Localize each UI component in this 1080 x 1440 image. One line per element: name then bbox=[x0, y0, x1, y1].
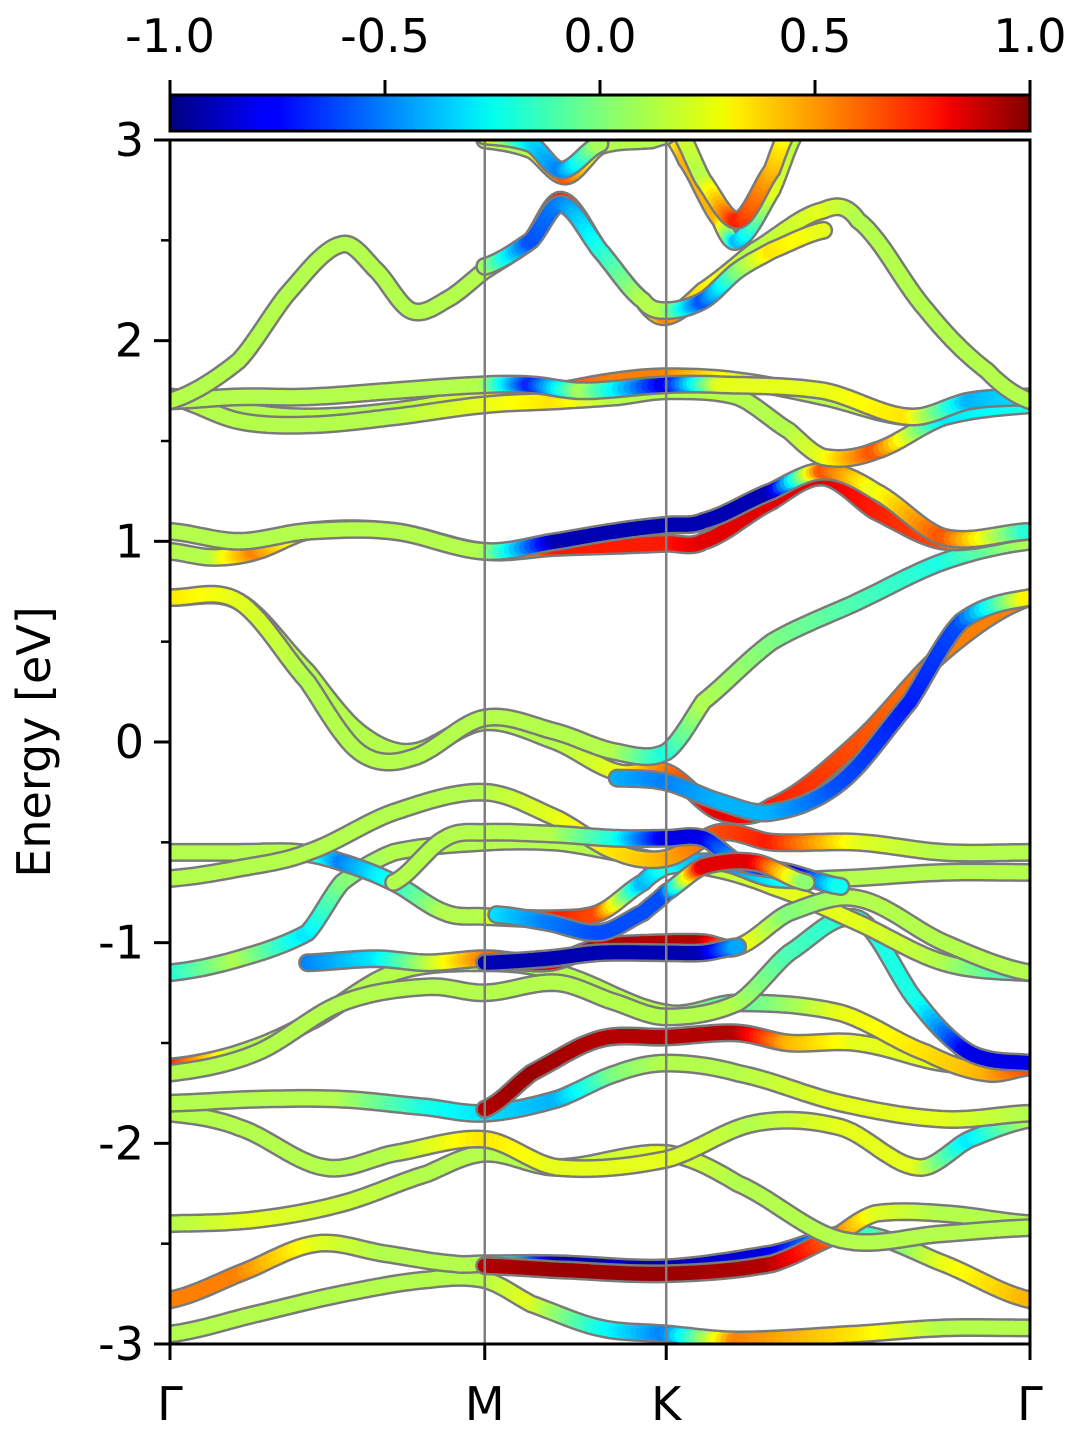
colorbar-tick-label: 0.5 bbox=[778, 9, 851, 63]
band-segment bbox=[666, 140, 678, 143]
colorbar-tick-label: 1.0 bbox=[993, 9, 1066, 63]
colorbar-tick-label: 0.0 bbox=[563, 9, 636, 63]
band-segment bbox=[830, 878, 848, 894]
y-tick-label: 0 bbox=[115, 715, 144, 769]
band-15 bbox=[487, 851, 816, 943]
band-segment bbox=[666, 140, 680, 145]
band-11 bbox=[475, 937, 748, 973]
band-25 bbox=[475, 194, 834, 321]
band-5 bbox=[170, 1053, 1030, 1129]
x-tick-label: M bbox=[465, 1377, 505, 1431]
x-tick-label: K bbox=[651, 1377, 683, 1431]
band-17 bbox=[170, 531, 1030, 772]
band-segment bbox=[676, 140, 690, 145]
band-outline bbox=[170, 190, 1030, 411]
band-segment bbox=[777, 140, 792, 146]
band-segment bbox=[667, 140, 674, 141]
band-20 bbox=[170, 461, 1030, 562]
band-segment bbox=[498, 140, 515, 146]
band-segment bbox=[812, 223, 831, 239]
band-18 bbox=[607, 588, 1030, 823]
band-27 bbox=[673, 140, 794, 230]
y-tick-label: 3 bbox=[115, 113, 144, 167]
band-4 bbox=[170, 1103, 1030, 1179]
band-segment bbox=[590, 140, 607, 153]
high-symmetry-lines bbox=[483, 140, 668, 1344]
colorbar-ticks: -1.0 -0.5 0.0 0.5 1.0 bbox=[125, 9, 1067, 95]
y-axis-label: Energy [eV] bbox=[7, 606, 61, 877]
colorbar-tick-label: -0.5 bbox=[340, 9, 430, 63]
band-segment bbox=[795, 874, 814, 890]
y-tick-label: -3 bbox=[98, 1317, 144, 1371]
y-tick-label: 1 bbox=[115, 514, 144, 568]
band-13 bbox=[170, 782, 1030, 888]
colorbar-tick-label: -1.0 bbox=[125, 9, 215, 63]
colorbar: -1.0 -0.5 0.0 0.5 1.0 bbox=[125, 9, 1067, 133]
colorbar-gradient bbox=[168, 93, 1032, 133]
band-0 bbox=[170, 1267, 1030, 1344]
band-lines bbox=[170, 140, 1030, 1344]
band-segment bbox=[780, 140, 791, 143]
y-tick-label: -2 bbox=[98, 1116, 144, 1170]
band-24 bbox=[170, 190, 1030, 411]
y-axis-ticks: 3 2 1 0 -1 -2 -3 bbox=[98, 113, 170, 1371]
x-tick-label: Γ bbox=[157, 1377, 183, 1431]
band-segment bbox=[788, 140, 800, 143]
y-tick-label: 2 bbox=[115, 314, 144, 368]
y-tick-label: -1 bbox=[98, 916, 144, 970]
x-tick-label: Γ bbox=[1017, 1377, 1043, 1431]
